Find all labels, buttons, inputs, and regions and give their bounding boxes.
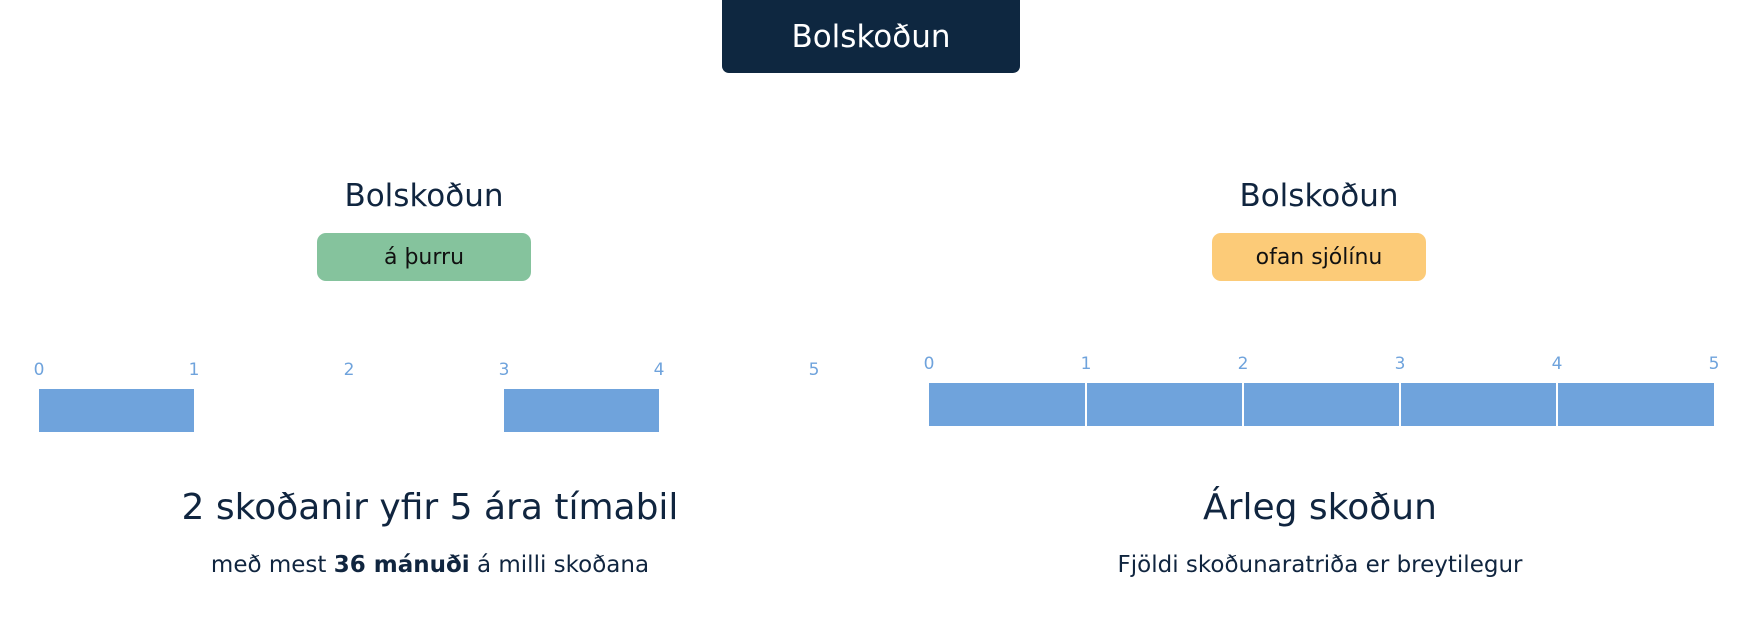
right-headline: Árleg skoðun (1203, 487, 1437, 528)
left-subline: með mest 36 mánuði á milli skoðana (80, 552, 780, 578)
right-inspection-bar-4 (1401, 383, 1556, 426)
left-inspection-bar-1 (39, 389, 194, 432)
right-tick-label-2: 2 (1238, 354, 1249, 374)
left-pill-label: á þurru (383, 244, 465, 270)
right-inspection-bar-1 (929, 383, 1085, 426)
left-headline: 2 skoðanir yfir 5 ára tímabil (181, 487, 679, 528)
left-tick-label-3: 3 (499, 360, 510, 380)
header-title: Bolskoðun (791, 18, 951, 55)
right-inspection-bar-5 (1558, 383, 1714, 426)
left-tick-label-1: 1 (189, 360, 200, 380)
left-subline-suffix: á milli skoðana (476, 552, 650, 578)
left-tick-label-0: 0 (34, 360, 45, 380)
left-tick-label-2: 2 (344, 360, 355, 380)
right-tick-label-5: 5 (1709, 354, 1720, 374)
right-inspection-bar-3 (1244, 383, 1399, 426)
left-tick-label-4: 4 (654, 360, 665, 380)
left-tick-label-5: 5 (809, 360, 820, 380)
left-subline-bold: 36 mánuði (333, 552, 470, 578)
right-inspection-bar-2 (1087, 383, 1242, 426)
left-subline-prefix: með mest (210, 552, 327, 578)
left-panel-title: Bolskoðun (344, 178, 504, 214)
right-pill-label: ofan sjólínu (1255, 244, 1383, 270)
left-timeline-chart: 0 1 2 3 4 5 (34, 360, 820, 432)
right-tick-label-4: 4 (1552, 354, 1563, 374)
header-title-badge: Bolskoðun (722, 0, 1020, 73)
right-tick-label-0: 0 (924, 354, 935, 374)
right-tick-label-1: 1 (1081, 354, 1092, 374)
right-tick-label-3: 3 (1395, 354, 1406, 374)
left-inspection-bar-2 (504, 389, 659, 432)
right-timeline-chart: 0 1 2 3 4 5 (924, 354, 1720, 426)
right-panel-pill: ofan sjólínu (1212, 233, 1426, 281)
right-subline: Fjöldi skoðunaratriða er breytilegur (1117, 552, 1523, 578)
left-panel-pill: á þurru (317, 233, 531, 281)
right-panel-title: Bolskoðun (1239, 178, 1399, 214)
